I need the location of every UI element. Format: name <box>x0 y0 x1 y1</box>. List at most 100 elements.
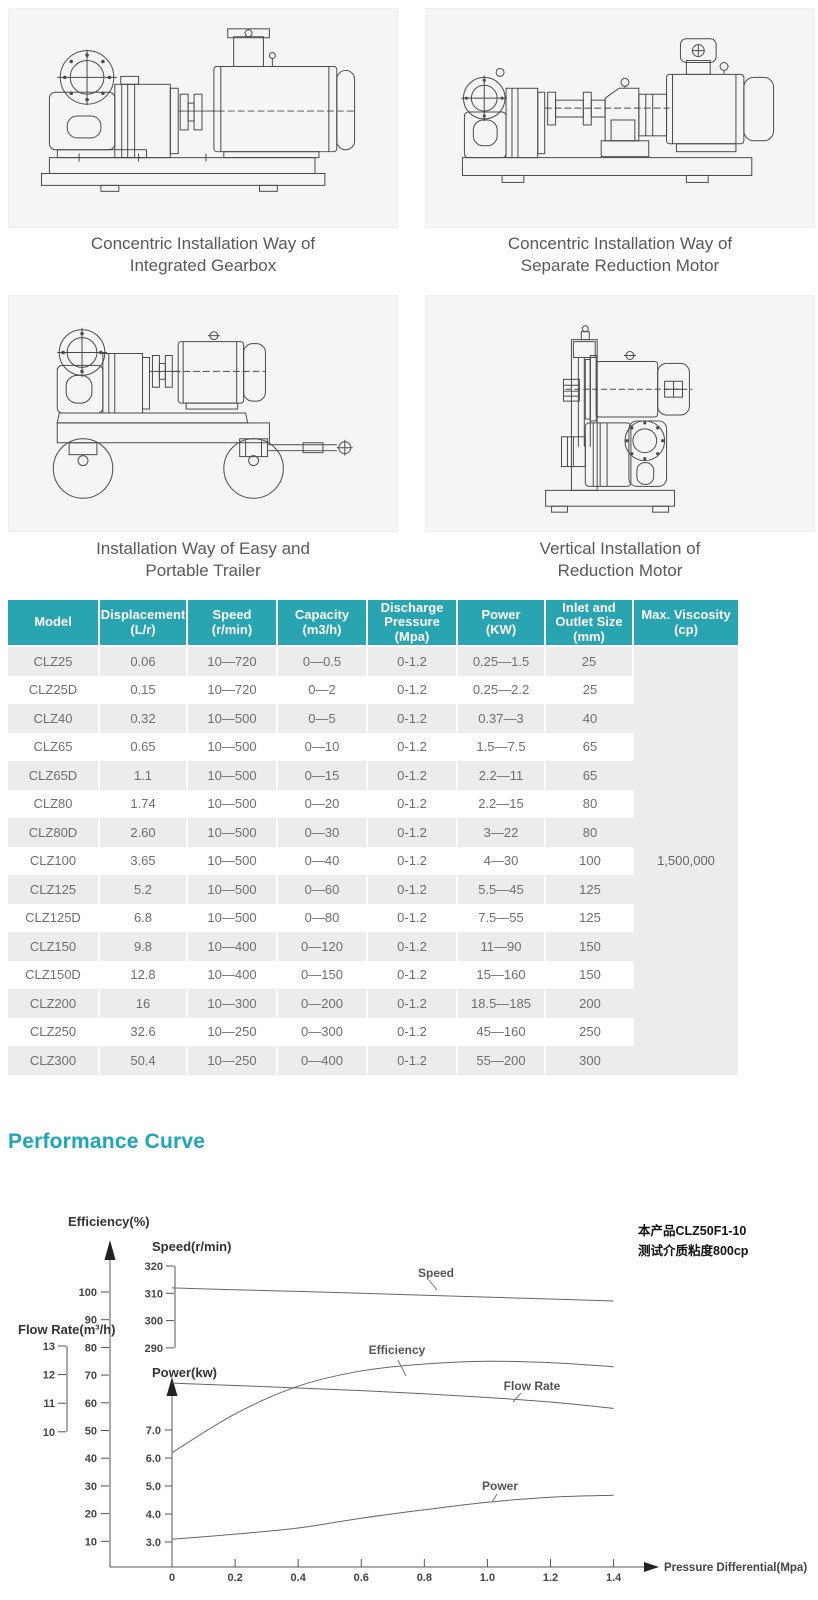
flow-rate-curve-label: Flow Rate <box>504 1379 561 1393</box>
cell-capacity: 0—20 <box>278 789 368 818</box>
power-tick-label: 7.0 <box>146 1425 161 1437</box>
cell-capacity: 0—150 <box>278 960 368 989</box>
spec-table: Model Displacement (L/r) Speed (r/min) Capaci… <box>8 600 738 1075</box>
performance-chart: 10 20 30 40 50 60 70 80 90 100 290 300 310 320 10 11 12 1… <box>0 1180 818 1600</box>
x-tick-label: 0.4 <box>291 1572 307 1584</box>
efficiency-axis-label: Efficiency(%) <box>68 1214 150 1229</box>
flow-axis-label: Flow Rate(m³/h) <box>18 1322 116 1337</box>
cell-capacity: 0—10 <box>278 732 368 761</box>
cell-power: 2.2—15 <box>458 789 546 818</box>
cell-inlet-outlet-size: 25 <box>546 647 634 676</box>
col-header-discharge-pressure: Discharge Pressure (Mpa) <box>368 600 458 647</box>
pump-drawing-2 <box>461 38 775 183</box>
x-tick-label: 0.2 <box>227 1572 242 1584</box>
pump-drawing-4 <box>545 325 693 513</box>
cell-discharge-pressure: 0-1.2 <box>368 1046 458 1075</box>
power-curve-label: Power <box>482 1479 518 1493</box>
power-tick-label: 5.0 <box>146 1481 161 1493</box>
power-tick-label: 4.0 <box>146 1509 161 1521</box>
power-axis-label: Power(kw) <box>152 1365 217 1380</box>
caption-line: Concentric Installation Way of <box>507 234 733 253</box>
cell-capacity: 0—5 <box>278 704 368 733</box>
cell-discharge-pressure: 0-1.2 <box>368 789 458 818</box>
table-row-CLZ65D: CLZ65D 1.1 10—500 0—15 0-1.2 2.2—11 65 <box>8 761 738 790</box>
cell-model: CLZ150 <box>8 932 100 961</box>
flow-tick-label: 12 <box>43 1370 55 1382</box>
col-header-model: Model <box>8 600 100 647</box>
cell-capacity: 0—2 <box>278 675 368 704</box>
table-row-CLZ25: CLZ25 0.06 10—720 0—0.5 0-1.2 0.25—1.5 25 1,500… <box>8 647 738 1075</box>
cell-inlet-outlet-size: 250 <box>546 1017 634 1046</box>
cell-power: 2.2—11 <box>458 761 546 790</box>
cell-displacement: 0.06 <box>100 647 188 676</box>
cell-discharge-pressure: 0-1.2 <box>368 704 458 733</box>
cell-displacement: 32.6 <box>100 1017 188 1046</box>
cell-discharge-pressure: 0-1.2 <box>368 989 458 1018</box>
cell-speed: 10—500 <box>188 818 278 847</box>
cell-model: CLZ125D <box>8 903 100 932</box>
product-annotation-line1: 本产品CLZ50F1-10 <box>638 1223 746 1238</box>
cell-inlet-outlet-size: 150 <box>546 960 634 989</box>
cell-displacement: 0.32 <box>100 704 188 733</box>
cell-discharge-pressure: 0-1.2 <box>368 675 458 704</box>
spec-table-header: Model Displacement (L/r) Speed (r/min) Capaci… <box>8 600 738 647</box>
cell-displacement: 9.8 <box>100 932 188 961</box>
x-tick-label: 0 <box>169 1572 175 1584</box>
speed-tick-label: 320 <box>145 1261 163 1273</box>
efficiency-tick-label: 100 <box>79 1287 97 1299</box>
caption-integrated-gearbox: Concentric Installation Way of Integrate… <box>8 233 398 277</box>
cell-speed: 10—500 <box>188 789 278 818</box>
efficiency-curve <box>171 1360 614 1454</box>
cell-speed: 10—720 <box>188 675 278 704</box>
table-row-CLZ100: CLZ100 3.65 10—500 0—40 0-1.2 4—30 100 <box>8 846 738 875</box>
cell-discharge-pressure: 0-1.2 <box>368 875 458 904</box>
cell-speed: 10—250 <box>188 1017 278 1046</box>
drawing-separate-reduction-motor <box>425 8 815 228</box>
cell-model: CLZ25D <box>8 675 100 704</box>
table-row-CLZ300: CLZ300 50.4 10—250 0—400 0-1.2 55—200 300 <box>8 1046 738 1075</box>
caption-separate-reduction-motor: Concentric Installation Way of Separate … <box>425 233 815 277</box>
cell-displacement: 5.2 <box>100 875 188 904</box>
cell-model: CLZ40 <box>8 704 100 733</box>
cell-speed: 10—500 <box>188 704 278 733</box>
cell-model: CLZ80D <box>8 818 100 847</box>
col-header-capacity: Capacity (m3/h) <box>278 600 368 647</box>
cell-inlet-outlet-size: 300 <box>546 1046 634 1075</box>
x-tick-label: 1.4 <box>606 1572 622 1584</box>
caption-line: Installation Way of Easy and <box>96 539 310 558</box>
x-tick-label: 1.2 <box>543 1572 558 1584</box>
cell-capacity: 0—400 <box>278 1046 368 1075</box>
caption-line: Reduction Motor <box>557 560 683 580</box>
x-tick-label: 1.0 <box>480 1572 495 1584</box>
cell-inlet-outlet-size: 40 <box>546 704 634 733</box>
cell-displacement: 2.60 <box>100 818 188 847</box>
cell-power: 18.5—185 <box>458 989 546 1018</box>
col-header-displacement: Displacement (L/r) <box>100 600 188 647</box>
cell-discharge-pressure: 0-1.2 <box>368 960 458 989</box>
cell-discharge-pressure: 0-1.2 <box>368 647 458 676</box>
flow-rate-curve <box>171 1382 614 1409</box>
flow-tick-label: 10 <box>43 1427 55 1439</box>
cell-speed: 10—400 <box>188 932 278 961</box>
caption-line: Vertical Installation of <box>539 539 701 558</box>
power-tick-label: 6.0 <box>146 1453 161 1465</box>
cell-model: CLZ65D <box>8 761 100 790</box>
cell-inlet-outlet-size: 150 <box>546 932 634 961</box>
cell-displacement: 16 <box>100 989 188 1018</box>
cell-power: 0.25—2.2 <box>458 675 546 704</box>
speed-tick-label: 310 <box>145 1288 163 1300</box>
cell-speed: 10—300 <box>188 989 278 1018</box>
cell-speed: 10—400 <box>188 960 278 989</box>
cell-speed: 10—250 <box>188 1046 278 1075</box>
cell-speed: 10—500 <box>188 732 278 761</box>
caption-line: Portable Trailer <box>145 560 261 580</box>
table-row-CLZ80D: CLZ80D 2.60 10—500 0—30 0-1.2 3—22 80 <box>8 818 738 847</box>
cell-discharge-pressure: 0-1.2 <box>368 761 458 790</box>
table-row-CLZ40: CLZ40 0.32 10—500 0—5 0-1.2 0.37—3 40 <box>8 704 738 733</box>
cell-inlet-outlet-size: 100 <box>546 846 634 875</box>
power-leader-line <box>491 1493 498 1503</box>
efficiency-tick-label: 80 <box>85 1342 97 1354</box>
table-row-CLZ80: CLZ80 1.74 10—500 0—20 0-1.2 2.2—15 80 <box>8 789 738 818</box>
cell-power: 11—90 <box>458 932 546 961</box>
axis-ticks: 10 20 30 40 50 60 70 80 90 100 290 300 310 320 10 11 12 1… <box>43 1261 622 1584</box>
